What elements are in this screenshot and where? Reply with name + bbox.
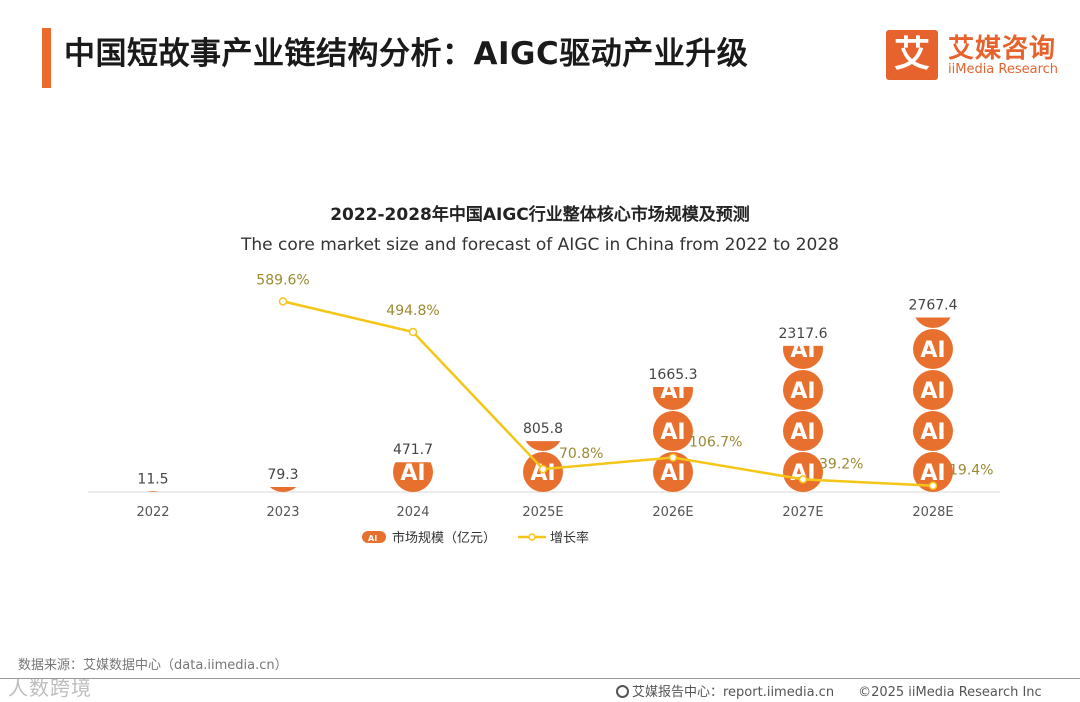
growth-point-2026E	[668, 453, 678, 462]
legend-swatch-marker	[528, 533, 536, 541]
growth-label: 19.4%	[949, 463, 993, 479]
bar-value-label: 11.5	[137, 471, 168, 487]
ai-icon	[147, 491, 159, 492]
iimedia-logo: 艾 艾媒咨询 iiMedia Research	[886, 30, 1066, 82]
legend-ai-icon: AI	[368, 534, 377, 543]
growth-line	[282, 300, 934, 487]
growth-point-2024	[408, 327, 418, 337]
x-tick-label: 2024	[396, 505, 429, 520]
footer: 艾媒报告中心：report.iimedia.cn ©2025 iiMedia Re…	[616, 681, 1042, 700]
bar-value-label: 805.8	[523, 421, 563, 437]
logo-en-text: iiMedia Research	[948, 62, 1059, 77]
ai-icon	[783, 411, 823, 451]
ai-icon-text: AI	[920, 420, 945, 445]
x-tick-label: 2022	[136, 505, 169, 520]
ai-icon-text: AI	[530, 420, 555, 445]
ai-icon	[653, 411, 693, 451]
ai-icon-text: AI	[920, 297, 945, 322]
bar-icons: AI	[393, 461, 433, 492]
ai-icon-text: AI	[660, 461, 685, 486]
growth-line-series: 589.6% 494.8% 70.8% 106.7% 39.2% 19.4%	[256, 272, 993, 490]
growth-label: 70.8%	[559, 446, 603, 462]
bar-value-label: 1665.3	[649, 367, 698, 383]
bar-2022: AI	[147, 491, 159, 492]
ai-icon	[915, 317, 951, 328]
growth-point-2025E	[538, 464, 548, 474]
report-center-link[interactable]: 艾媒报告中心：report.iimedia.cn	[632, 685, 835, 700]
page-title: 中国短故事产业链结构分析：AIGC驱动产业升级	[64, 36, 749, 72]
ai-icon	[269, 486, 297, 492]
x-tick-label: 2026E	[652, 505, 693, 520]
legend-label-growth: 增长率	[550, 530, 589, 546]
ai-icon-text: AI	[920, 338, 945, 363]
logo-cn-text: 艾媒咨询	[948, 34, 1057, 64]
legend-swatch-bar	[362, 531, 386, 543]
bar-value-label: 2767.4	[909, 297, 958, 313]
x-tick-label: 2027E	[782, 505, 823, 520]
ai-icon	[913, 329, 953, 369]
growth-label: 39.2%	[819, 456, 863, 472]
ai-icon-text: AI	[790, 338, 815, 363]
x-axis-ticks: 2022 2023 2024 2025E 2026E 2027E 2028E	[136, 505, 953, 520]
copyright-text: ©2025 iiMedia Research Inc	[858, 685, 1042, 700]
legend-label-market-size: 市场规模（亿元）	[392, 530, 496, 546]
bar-value-labels: 11.5 79.3 471.7 805.8 1665.3 2317.6 2767.4	[137, 297, 957, 487]
data-source-note: 数据来源：艾媒数据中心（data.iimedia.cn）	[18, 658, 288, 673]
x-tick-label: 2028E	[912, 505, 953, 520]
growth-point-2028E	[928, 481, 938, 490]
ai-icon-text: AI	[790, 420, 815, 445]
bar-value-label: 2317.6	[779, 326, 828, 342]
growth-label: 106.7%	[689, 435, 742, 451]
ai-icon	[393, 462, 433, 492]
footer-divider	[0, 678, 1080, 679]
growth-point-2027E	[798, 475, 808, 484]
ai-icon	[653, 386, 693, 410]
bar-icons: AI	[147, 491, 159, 492]
bar-icons: AI	[269, 486, 297, 492]
ai-icon	[653, 452, 693, 492]
growth-label: 589.6%	[256, 272, 309, 288]
chart-title: 2022-2028年中国AIGC行业整体核心市场规模及预测	[330, 205, 750, 225]
legend-item-growth: 增长率	[518, 530, 589, 546]
chart-subtitle: The core market size and forecast of AIG…	[241, 235, 839, 255]
ai-icon-text: AI	[660, 379, 685, 404]
legend-item-market-size: AI 市场规模（亿元）	[362, 530, 496, 546]
bar-2023: AI	[269, 486, 297, 492]
x-tick-label: 2023	[266, 505, 299, 520]
ai-icon-text: AI	[530, 461, 555, 486]
bar-2026E: AI AI AI	[653, 379, 693, 492]
ai-icon	[525, 441, 561, 451]
ai-icon-text: AI	[660, 420, 685, 445]
bar-2024: AI	[393, 461, 433, 492]
chart-legend: AI 市场规模（亿元） 增长率	[362, 530, 589, 546]
bar-value-label: 79.3	[267, 467, 298, 483]
ai-icon-text: AI	[920, 379, 945, 404]
growth-point-2023	[278, 297, 288, 306]
globe-icon	[616, 685, 629, 698]
ai-icon	[913, 452, 953, 492]
ai-icon	[783, 452, 823, 492]
ai-icon-text: AI	[790, 379, 815, 404]
bar-icons: AI AI AI	[653, 379, 693, 492]
ai-icon-text: AI	[400, 461, 425, 486]
watermark-text: 人数跨境	[8, 676, 92, 700]
ai-icon	[913, 370, 953, 410]
x-tick-label: 2025E	[522, 505, 563, 520]
ai-icon	[783, 345, 823, 369]
logo-mark: 艾	[886, 30, 938, 80]
growth-label: 494.8%	[386, 303, 439, 319]
ai-icon	[783, 370, 823, 410]
title-accent-bar	[42, 28, 51, 88]
ai-icon	[913, 411, 953, 451]
bar-value-label: 471.7	[393, 442, 433, 458]
